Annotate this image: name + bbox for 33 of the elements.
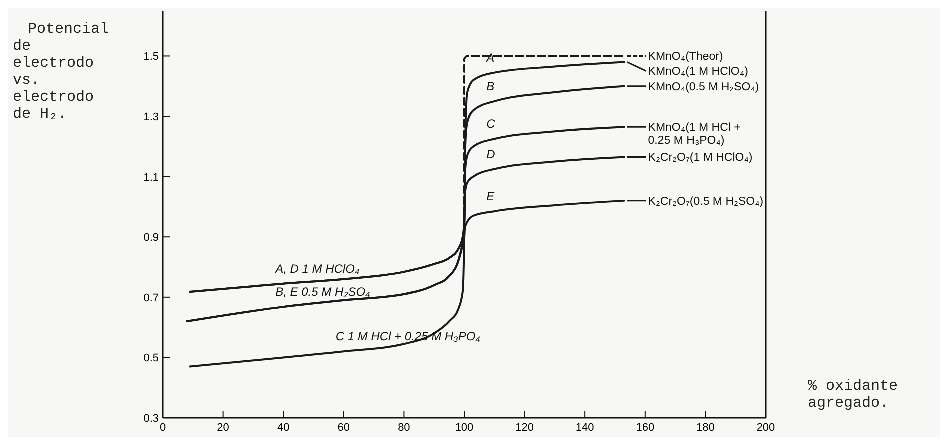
- x-tick-label: 40: [277, 422, 290, 434]
- annotation: C: [486, 117, 496, 132]
- x-axis-title: % oxidante agregado.: [808, 378, 898, 412]
- y-tick-label: 1.1: [144, 172, 159, 184]
- annotation: B: [486, 79, 495, 94]
- legend-label: K₂Cr₂O₇(1 M HClO₄): [648, 152, 753, 164]
- legend-label: KMnO₄(Theor): [648, 51, 724, 64]
- x-tick-label: 60: [338, 422, 350, 434]
- y-tick-label: 0.5: [144, 352, 159, 365]
- legend-label: KMnO₄(0.5 M H₂SO₄): [648, 81, 760, 94]
- y-tick-label: 1.3: [144, 112, 159, 124]
- y-axis-title: Potencial de electrodo vs. electrodo de H₂.: [13, 21, 110, 123]
- annotation: E: [486, 189, 496, 204]
- annotation: A, D 1 M HClO₄: [274, 262, 360, 276]
- legend-label: KMnO₄(1 M HClO₄): [648, 66, 749, 78]
- y-tick-label: 0.9: [144, 232, 159, 244]
- annotation: B, E 0.5 M H₂SO₄: [276, 285, 371, 300]
- y-tick-label: 0.3: [144, 413, 159, 425]
- y-tick-label: 0.7: [144, 292, 159, 304]
- x-tick-label: 180: [696, 422, 715, 434]
- x-tick-label: 140: [576, 422, 594, 434]
- annotation: D: [486, 147, 496, 162]
- x-tick-label: 100: [455, 422, 474, 434]
- x-tick-label: 200: [756, 422, 776, 434]
- x-tick-label: 160: [636, 422, 655, 434]
- legend-label: K₂Cr₂O₇(0.5 M H₂SO₄): [648, 196, 764, 208]
- annotation: C 1 M HCl + 0.25 M H₃PO₄: [336, 330, 481, 344]
- x-tick-label: 20: [217, 422, 230, 434]
- legend-label: KMnO₄(1 M HCl + 0.25 M H₃PO₄): [648, 122, 742, 148]
- y-tick-label: 1.5: [144, 51, 159, 64]
- x-tick-label: 0: [160, 422, 166, 434]
- x-tick-label: 80: [398, 422, 410, 434]
- x-tick-label: 120: [516, 422, 534, 434]
